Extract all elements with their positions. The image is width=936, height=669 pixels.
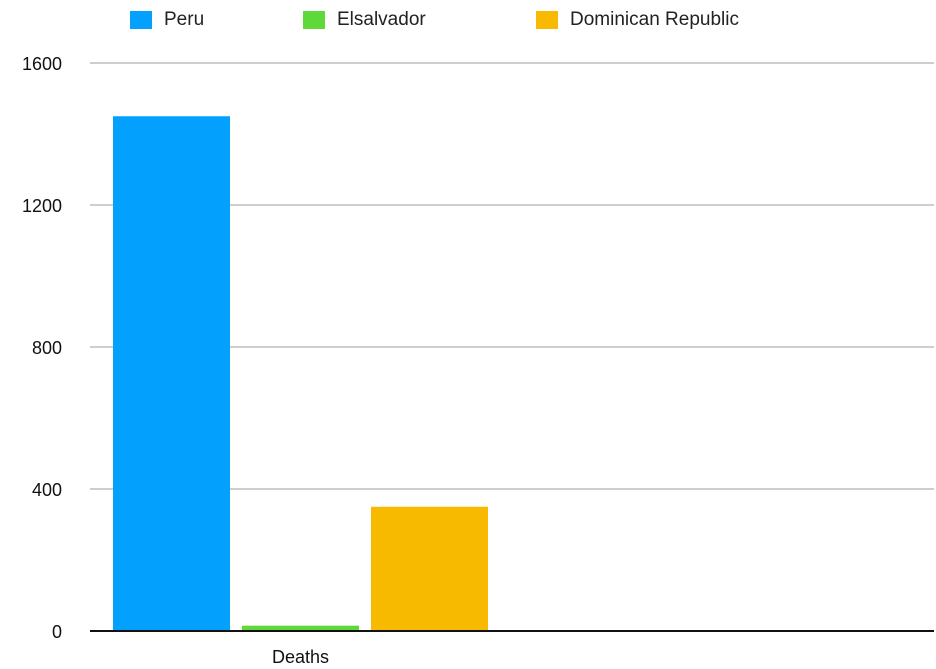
legend-label-elsalvador: Elsalvador bbox=[337, 9, 426, 30]
bar-dominican-republic bbox=[371, 506, 488, 631]
x-category-label: Deaths bbox=[272, 647, 329, 667]
legend-label-peru: Peru bbox=[164, 9, 205, 30]
legend-swatch-dominican-republic bbox=[536, 11, 558, 29]
legend-item-elsalvador: Elsalvador bbox=[303, 9, 426, 31]
y-tick-label: 1600 bbox=[22, 54, 62, 74]
y-tick-label: 1200 bbox=[22, 196, 62, 216]
legend-item-dominican-republic: Dominican Republic bbox=[536, 9, 739, 31]
legend-swatch-elsalvador bbox=[303, 11, 325, 29]
legend-item-peru: Peru bbox=[130, 9, 204, 31]
bar-elsalvador bbox=[242, 625, 359, 631]
y-tick-label: 800 bbox=[32, 338, 62, 358]
legend-swatch-peru bbox=[130, 11, 152, 29]
bar-peru bbox=[113, 116, 230, 631]
legend-label-dominican-republic: Dominican Republic bbox=[570, 9, 739, 30]
legend: Peru Elsalvador Dominican Republic bbox=[0, 9, 936, 33]
y-tick-label: 0 bbox=[52, 622, 62, 642]
y-tick-label: 400 bbox=[32, 480, 62, 500]
